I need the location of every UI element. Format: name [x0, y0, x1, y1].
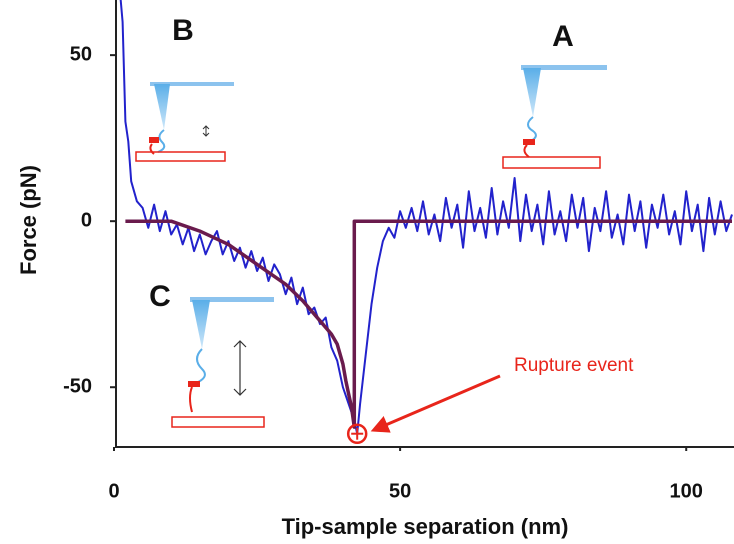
plot-area: [119, 0, 733, 435]
y-tick-label: 0: [81, 209, 92, 231]
y-tick-label: -50: [63, 376, 92, 398]
x-axis-title: Tip-sample separation (nm): [282, 514, 569, 539]
y-tick-label: 50: [70, 43, 92, 65]
rupture-label: Rupture event: [514, 355, 634, 376]
x-tick-label: 0: [108, 480, 119, 502]
icon-c: [171, 297, 274, 428]
data-line: [125, 219, 732, 429]
label-b: B: [172, 14, 194, 47]
icon-a: [502, 65, 607, 169]
label-c: C: [149, 280, 171, 313]
x-tick-label: 100: [670, 480, 703, 502]
x-tick-label: 50: [389, 480, 411, 502]
y-axis-title: Force (pN): [16, 165, 41, 275]
rupture-circle: [346, 423, 368, 444]
data-line: [119, 0, 733, 435]
rupture-marker: [346, 423, 368, 444]
label-a: A: [552, 20, 574, 53]
icon-b: [135, 82, 234, 162]
rupture-arrow: [370, 374, 501, 433]
